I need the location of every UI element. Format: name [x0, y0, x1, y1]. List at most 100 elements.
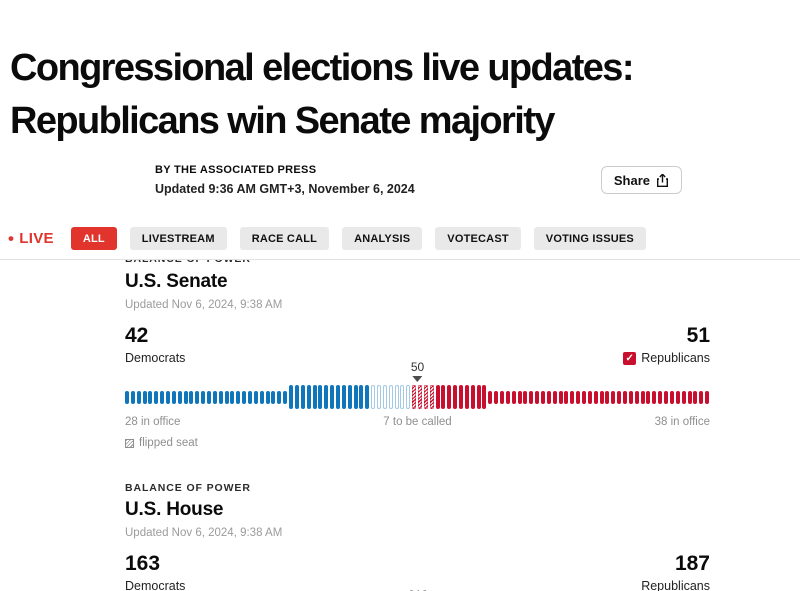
seat-pill	[611, 390, 616, 404]
seat-pill	[166, 390, 171, 404]
senate-dem-in-office: 28 in office	[125, 416, 181, 428]
house-section-label: BALANCE OF POWER	[125, 482, 251, 494]
seat-pill	[212, 390, 217, 404]
seat-pill	[306, 385, 311, 409]
senate-rep-in-office: 38 in office	[654, 416, 710, 428]
senate-seat-chart: 50	[125, 360, 710, 409]
live-badge: • LIVE	[8, 230, 54, 247]
seat-pill	[218, 390, 223, 404]
seat-pill	[347, 385, 352, 409]
seat-pill	[388, 385, 393, 409]
seat-pill	[417, 385, 422, 409]
seat-pill	[494, 390, 499, 404]
seat-pill	[693, 390, 698, 404]
seat-pill	[570, 390, 575, 404]
seat-pill	[230, 390, 235, 404]
seat-pill	[453, 385, 458, 409]
seat-pill	[681, 390, 686, 404]
tab-analysis[interactable]: ANALYSIS	[342, 227, 423, 250]
seat-pill	[705, 390, 710, 404]
seat-pill	[535, 390, 540, 404]
house-dem-label: Democrats	[125, 579, 186, 591]
seat-pill	[423, 385, 428, 409]
seat-pill	[148, 390, 153, 404]
article-updated: Updated 9:36 AM GMT+3, November 6, 2024	[155, 182, 415, 196]
seat-pill	[294, 385, 299, 409]
seat-pill	[283, 390, 288, 404]
senate-dem-count: 42	[125, 324, 149, 347]
senate-dem-count-block: 42 Democrats	[125, 325, 185, 365]
seat-pill	[652, 390, 657, 404]
tab-votecast[interactable]: VOTECAST	[435, 227, 521, 250]
seat-pill	[476, 385, 481, 409]
senate-rep-count: 51	[686, 324, 710, 347]
live-dot-icon: •	[8, 229, 15, 248]
seat-pill	[376, 385, 381, 409]
tab-all[interactable]: ALL	[70, 227, 117, 250]
seat-pill	[335, 385, 340, 409]
seat-pill	[289, 385, 294, 409]
senate-rep-label: Republicans	[641, 351, 710, 365]
flipped-seat-legend: flipped seat	[125, 437, 710, 449]
senate-to-be-called: 7 to be called	[383, 416, 452, 428]
seat-pill	[236, 390, 241, 404]
senate-majority-value: 50	[410, 360, 425, 374]
seat-pill	[201, 390, 206, 404]
seat-pill	[675, 390, 680, 404]
seat-pill	[634, 390, 639, 404]
seat-pill	[277, 390, 282, 404]
seat-pill	[441, 385, 446, 409]
seat-pill	[658, 390, 663, 404]
flipped-seat-label: flipped seat	[139, 437, 198, 449]
seat-pill	[177, 390, 182, 404]
house-dem-count-block: 163 Democrats	[125, 553, 185, 591]
seat-pill	[552, 390, 557, 404]
senate-updated: Updated Nov 6, 2024, 9:38 AM	[125, 299, 283, 311]
seat-pill	[259, 390, 264, 404]
seat-pill	[541, 390, 546, 404]
seat-pill	[458, 385, 463, 409]
seat-pill	[640, 390, 645, 404]
seat-pill	[669, 390, 674, 404]
share-button[interactable]: Share	[600, 166, 682, 194]
seat-pill	[394, 385, 399, 409]
seat-pill	[130, 390, 135, 404]
senate-majority-marker: 50	[411, 360, 424, 382]
seat-pill	[300, 385, 305, 409]
seat-pill	[365, 385, 370, 409]
seat-pill	[488, 390, 493, 404]
seat-pill	[546, 390, 551, 404]
tab-race-call[interactable]: RACE CALL	[239, 227, 330, 250]
house-balance-of-power: BALANCE OF POWER U.S. House Updated Nov …	[125, 482, 710, 591]
seat-pill	[617, 390, 622, 404]
seat-pill	[412, 385, 417, 409]
seat-pill	[265, 390, 270, 404]
senate-rep-count-block: 51 ✓ Republicans	[623, 325, 710, 365]
seat-pill	[406, 385, 411, 409]
live-nav-bar: • LIVE ALL LIVESTREAM RACE CALL ANALYSIS…	[0, 220, 800, 260]
seat-pill	[517, 390, 522, 404]
seat-pill	[582, 390, 587, 404]
seat-pill	[171, 390, 176, 404]
house-updated: Updated Nov 6, 2024, 9:38 AM	[125, 527, 283, 539]
seat-pill	[183, 390, 188, 404]
seat-pill	[154, 390, 159, 404]
byline: BY THE ASSOCIATED PRESS	[155, 164, 317, 176]
senate-counts-row: 42 Democrats 51 ✓ Republicans	[125, 325, 710, 365]
seat-pill	[429, 385, 434, 409]
seat-pill	[628, 390, 633, 404]
senate-seat-bar	[125, 385, 710, 409]
seat-pill	[400, 385, 405, 409]
seat-pill	[125, 390, 129, 404]
seat-pill	[353, 385, 358, 409]
house-counts-row: 163 Democrats 187 Republicans	[125, 553, 710, 591]
seat-pill	[699, 390, 704, 404]
tab-livestream[interactable]: LIVESTREAM	[129, 227, 227, 250]
seat-pill	[593, 390, 598, 404]
tab-voting-issues[interactable]: VOTING ISSUES	[533, 227, 646, 250]
seat-pill	[435, 385, 440, 409]
seat-pill	[599, 390, 604, 404]
winner-check-icon: ✓	[623, 351, 637, 365]
house-majority-value: 218	[408, 588, 428, 591]
live-label: LIVE	[19, 230, 54, 247]
